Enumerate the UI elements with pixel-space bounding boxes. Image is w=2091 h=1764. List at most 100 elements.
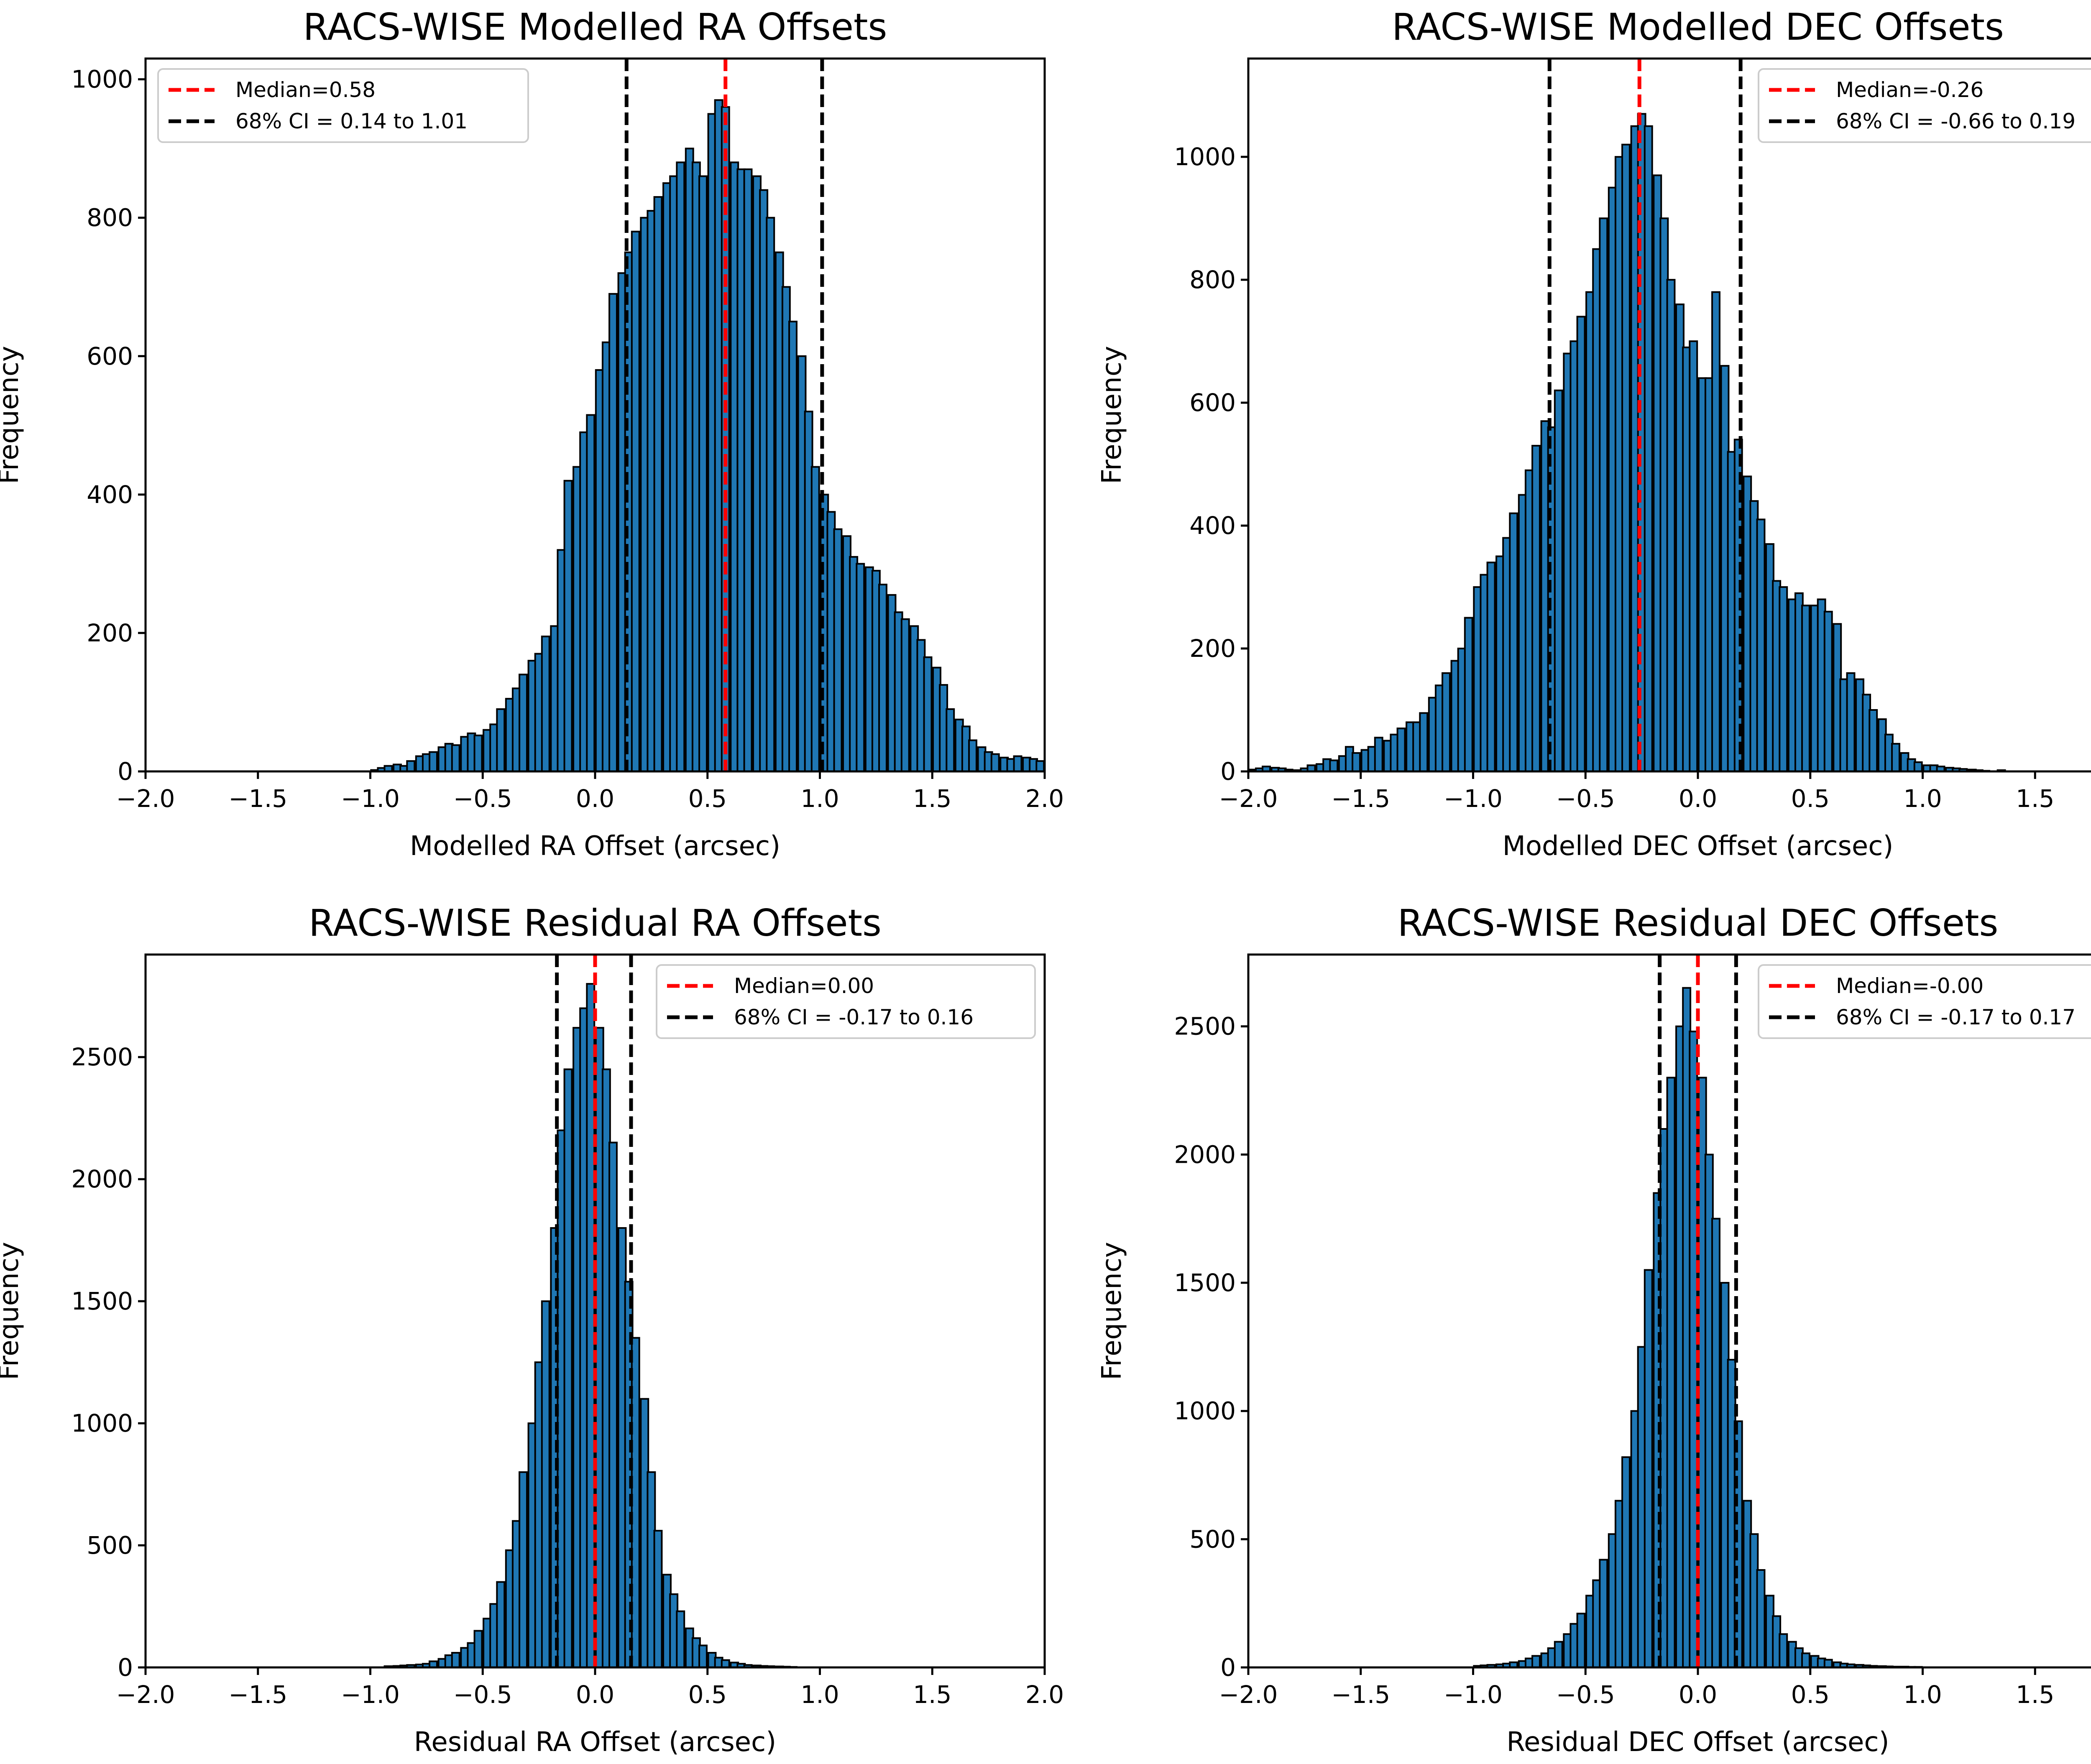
legend-median-label: Median=0.00	[734, 974, 874, 998]
histogram-bar	[856, 563, 865, 772]
y-tick-label: 2000	[71, 1165, 133, 1193]
y-axis-label: Frequency	[1097, 346, 1127, 484]
x-tick-label: −1.0	[341, 1680, 400, 1709]
chart-title: RACS-WISE Residual RA Offsets	[309, 901, 882, 945]
histogram-bar	[1442, 672, 1451, 773]
y-axis-label: Frequency	[0, 1242, 25, 1380]
histogram-bar	[676, 161, 685, 772]
histogram-bar	[1644, 125, 1653, 772]
y-tick-label: 500	[1189, 1525, 1236, 1553]
histogram-bar	[541, 636, 550, 772]
chart-panel-1: −2.0 −1.5 −1.0 −0.5 0.0 0.5 1.0 1.5 2.0 0 200 400 60…	[0, 5, 1064, 862]
histogram-bar	[1599, 1559, 1608, 1669]
legend-median-label: Median=0.58	[235, 78, 376, 102]
histogram-bar	[1013, 755, 1022, 772]
legend-ci-label: 68% CI = -0.66 to 0.19	[1836, 109, 2076, 133]
histogram-bar	[1576, 316, 1586, 772]
x-tick-label: 0.0	[1679, 1680, 1717, 1709]
y-tick-label: 400	[1189, 511, 1236, 540]
y-tick-label: 2500	[71, 1043, 133, 1071]
histogram-bar	[608, 293, 618, 772]
x-tick-label: −0.5	[1556, 1680, 1615, 1709]
x-tick-label: −1.5	[228, 1680, 287, 1709]
x-tick-label: −2.0	[116, 1680, 175, 1709]
histogram-bar	[1486, 562, 1496, 773]
histogram-bar	[1801, 1652, 1810, 1669]
histogram-bar	[1846, 672, 1856, 773]
histogram-bar	[519, 674, 528, 773]
x-tick-label: 0.5	[688, 784, 727, 813]
x-tick-label: 0.5	[688, 1680, 727, 1709]
histogram-bar	[1621, 143, 1631, 772]
y-tick-label: 1000	[71, 65, 133, 94]
x-tick-label: −1.0	[1444, 784, 1503, 813]
histogram-bar	[946, 708, 955, 772]
histogram-bar	[1913, 761, 1923, 773]
chart-panel-4: −2.0−1.5−1.0−0.50.00.51.01.52.0050010001…	[1097, 901, 2091, 1758]
legend-ci-label: 68% CI = -0.17 to 0.17	[1836, 1005, 2076, 1029]
x-tick-label: 0.5	[1791, 1680, 1830, 1709]
histogram-bar	[1621, 1456, 1631, 1669]
histogram-bar	[1035, 760, 1045, 773]
histogram-bar	[676, 1610, 685, 1669]
histogram-bar	[1801, 605, 1810, 773]
x-tick-label: −0.5	[453, 1680, 512, 1709]
histogram-bar	[1891, 743, 1900, 773]
histogram-bar	[1599, 217, 1608, 772]
y-tick-label: 0	[1220, 1653, 1236, 1682]
legend-box	[157, 68, 529, 143]
y-tick-label: 200	[1189, 634, 1236, 663]
y-tick-label: 200	[87, 619, 133, 647]
x-tick-label: 1.5	[2016, 784, 2054, 813]
histogram-bar	[496, 1581, 506, 1668]
histogram-bar	[1509, 512, 1518, 772]
y-tick-label: 1000	[1174, 1397, 1236, 1425]
y-tick-label: 1000	[1174, 143, 1236, 171]
histogram-bar	[923, 656, 933, 772]
y-tick-label: 0	[118, 757, 133, 786]
histogram-bar	[1531, 1655, 1541, 1669]
x-tick-label: 0.0	[1679, 784, 1717, 813]
x-tick-label: 1.0	[800, 784, 839, 813]
legend: Median=0.58 68% CI = 0.14 to 1.01	[157, 68, 529, 143]
x-tick-label: 1.5	[2016, 1680, 2054, 1709]
x-tick-label: 1.0	[800, 1680, 839, 1709]
y-tick-label: 0	[118, 1653, 133, 1682]
x-tick-label: −1.5	[1331, 1680, 1390, 1709]
histogram-bar	[1666, 279, 1676, 772]
x-tick-label: 2.0	[1025, 784, 1064, 813]
legend-median-label: Median=-0.00	[1836, 974, 1984, 998]
histogram-bar	[766, 217, 775, 772]
histogram-bar	[833, 528, 843, 773]
x-tick-label: −1.0	[341, 784, 400, 813]
x-tick-label: 1.0	[1903, 1680, 1942, 1709]
legend: Median=-0.00 68% CI = -0.17 to 0.17	[1758, 964, 2091, 1039]
legend-box	[656, 964, 1036, 1039]
histogram-bar	[653, 196, 663, 772]
y-tick-label: 800	[87, 204, 133, 232]
histogram-bar	[1689, 340, 1698, 772]
x-tick-label: 1.0	[1903, 784, 1942, 813]
histogram-bar	[788, 321, 798, 772]
x-axis-label: Modelled DEC Offset (arcsec)	[1503, 831, 1894, 862]
histogram-bar	[631, 230, 640, 772]
histogram-bar	[1329, 759, 1339, 772]
histogram-bar	[406, 760, 416, 773]
x-tick-label: −0.5	[1556, 784, 1615, 813]
histogram-bar	[1374, 737, 1383, 772]
y-tick-label: 600	[87, 342, 133, 370]
x-axis-label: Residual DEC Offset (arcsec)	[1506, 1727, 1889, 1758]
histogram-bar	[563, 1068, 573, 1668]
histogram-bar	[1779, 1633, 1788, 1668]
histogram-bar	[586, 414, 596, 772]
legend-box	[1758, 68, 2091, 143]
chart-panel-3: −2.0 −1.5 −1.0 −0.5 0.0 0.5 1.0 1.5 2.0 0 500 1000 1…	[0, 901, 1064, 1758]
histogram-bar	[1823, 1659, 1833, 1669]
histogram-bar	[653, 1530, 663, 1668]
histogram-bar	[1352, 752, 1361, 772]
histogram-bar	[1711, 291, 1720, 773]
y-tick-label: 1000	[71, 1409, 133, 1437]
histogram-bar	[968, 739, 977, 773]
histogram-bar	[1576, 1613, 1586, 1669]
x-tick-label: 1.5	[913, 784, 951, 813]
